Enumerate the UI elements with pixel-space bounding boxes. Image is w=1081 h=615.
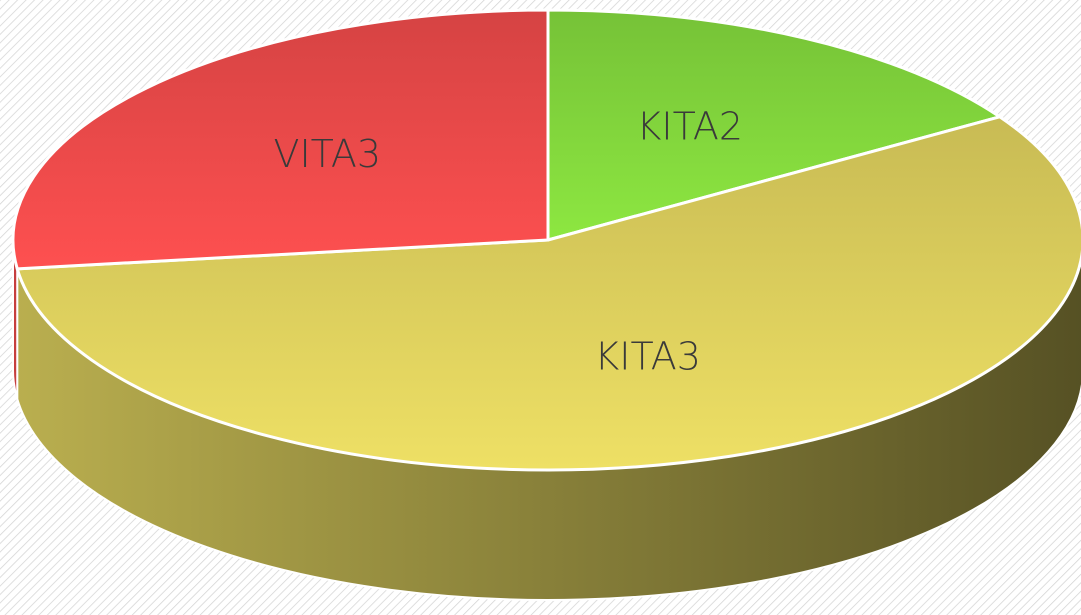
slice-label: KITA2 bbox=[636, 105, 743, 149]
slice-label: KITA3 bbox=[594, 335, 701, 379]
slice bbox=[11, 8, 550, 271]
slice bbox=[15, 115, 1081, 472]
slice-label: VITA3 bbox=[273, 132, 381, 176]
slice bbox=[546, 8, 1002, 242]
